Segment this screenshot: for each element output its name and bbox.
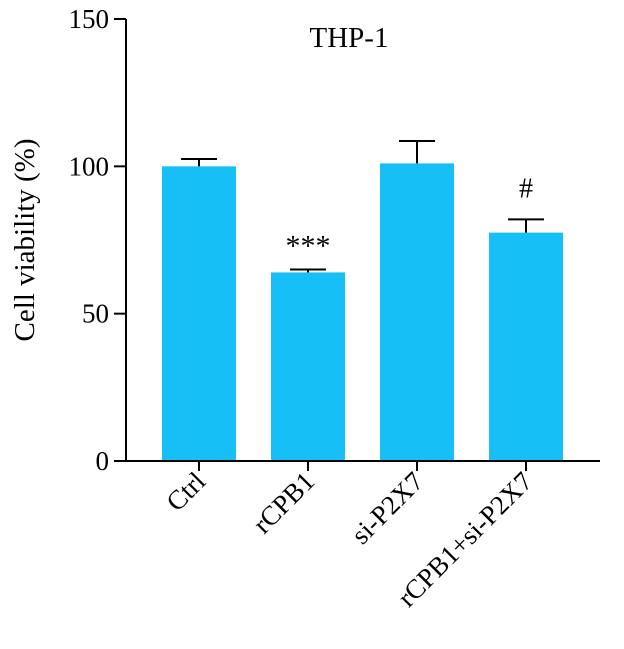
significance-label-3: # [519,173,533,204]
y-tick-label-0: 0 [96,446,110,476]
x-tick-label-1: rCPB1 [247,466,320,539]
bar-1 [271,272,345,461]
x-tick-label-0: Ctrl [160,466,211,517]
bar-3 [489,232,563,461]
y-tick-label-1: 50 [82,299,109,329]
significance-label-1: *** [286,229,331,262]
y-tick-label-3: 150 [69,4,110,34]
y-axis-label: Cell viability (%) [9,139,41,342]
y-tick-label-2: 100 [69,151,110,181]
chart-title: THP-1 [310,22,389,54]
x-tick-label-2: si-P2X7 [345,466,429,550]
bar-0 [162,166,236,462]
bar-2 [380,163,454,462]
